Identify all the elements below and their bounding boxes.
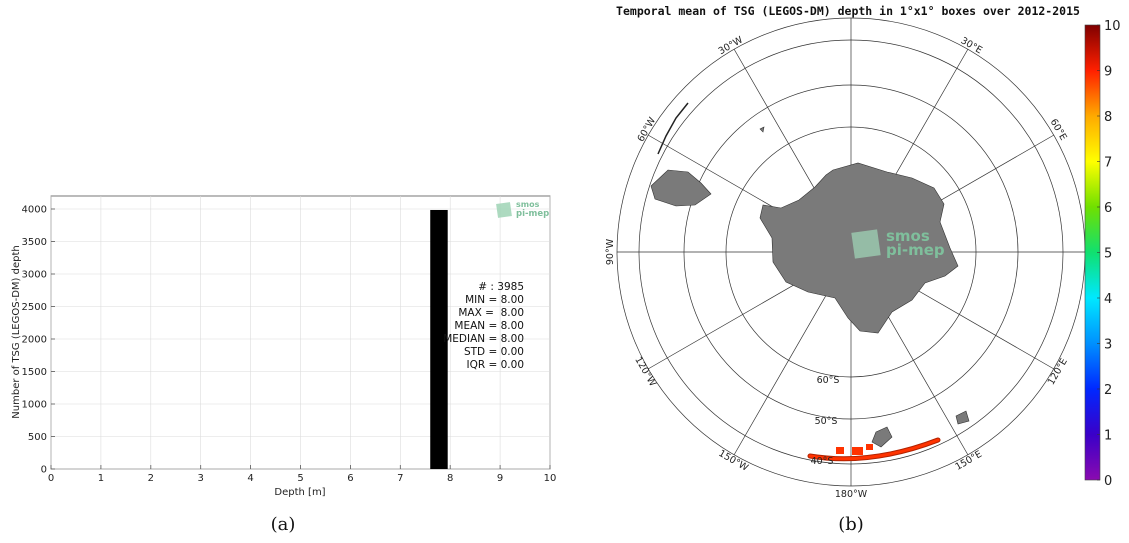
colorbar-tick-label: 2 [1104,383,1112,398]
colorbar-tick-label: 6 [1104,201,1112,216]
colorbar-tick-label: 5 [1104,247,1112,262]
y-tick-label: 500 [28,432,47,443]
stat-std: STD = 0.00 [464,346,524,358]
x-tick-label: 10 [544,473,557,484]
lon-label-120e: 120°E [1046,356,1070,387]
lon-label-30e: 30°E [959,35,984,56]
y-tick-label: 0 [41,465,47,476]
map-title: Temporal mean of TSG (LEGOS-DM) depth in… [616,4,1080,18]
x-tick-label: 4 [247,473,253,484]
lat-label-60s: 60°S [817,375,840,386]
histogram-y-axis-label: Number of TSG (LEGOS-DM) depth [11,245,22,418]
caption-a: (a) [271,514,296,535]
x-tick-label: 5 [297,473,303,484]
x-tick-label: 1 [98,473,104,484]
histogram-ticks: 0 1 2 3 4 5 6 7 8 9 10 0 500 1000 1500 2000 2500 3000 3500… [22,205,557,485]
histogram-stats-box: # : 3985 MIN = 8.00 MAX = 8.00 MEAN = 8.… [443,281,524,371]
stat-iqr: IQR = 0.00 [466,359,524,371]
smos-logo-small: smos pi-mep [496,200,549,219]
x-tick-label: 9 [497,473,503,484]
data-track [807,437,941,462]
histogram-x-axis-label: Depth [m] [274,487,325,498]
colorbar-ticks: 0 1 2 3 4 5 6 7 8 9 10 [1097,19,1121,489]
lat-label-40s: 40°S [811,456,834,467]
smos-logo-large: smos pi-mep [851,227,945,259]
latitude-labels: 60°S 50°S 40°S [811,375,840,467]
histogram-grid [50,196,551,470]
polar-map-panel: Temporal mean of TSG (LEGOS-DM) depth in… [605,4,1121,535]
y-tick-label: 3500 [22,237,47,248]
colorbar-tick-label: 9 [1104,65,1112,80]
svg-text:smos: smos [516,200,540,209]
svg-text:pi-mep: pi-mep [516,209,549,219]
lon-label-150e: 150°E [953,449,984,473]
stat-max: MAX = 8.00 [458,307,524,319]
y-tick-label: 2500 [22,302,47,313]
y-tick-label: 3000 [22,270,47,281]
y-tick-label: 4000 [22,205,47,216]
lon-label-30w: 30°W [717,34,746,57]
stat-count: # : 3985 [478,281,524,293]
x-tick-label: 7 [397,473,403,484]
colorbar-tick-label: 7 [1104,156,1112,171]
x-tick-label: 0 [48,473,54,484]
lon-label-120w: 120°W [632,355,658,389]
colorbar-tick-label: 3 [1104,338,1112,353]
x-tick-label: 8 [447,473,453,484]
x-tick-label: 2 [148,473,154,484]
colorbar-tick-label: 1 [1104,429,1112,444]
stat-mean: MEAN = 8.00 [454,320,524,332]
colorbar-tick-label: 0 [1104,474,1112,489]
lon-label-150w: 150°W [717,448,751,474]
histogram-bars [430,209,448,469]
y-tick-label: 1500 [22,367,47,378]
colorbar-tick-label: 8 [1104,110,1112,125]
y-tick-label: 1000 [22,400,47,411]
stat-median: MEDIAN = 8.00 [443,333,524,345]
coastline-segment [657,102,689,155]
x-tick-label: 6 [347,473,353,484]
colorbar-tick-label: 10 [1104,19,1121,34]
svg-text:pi-mep: pi-mep [886,241,945,259]
y-tick-label: 2000 [22,335,47,346]
stat-min: MIN = 8.00 [465,294,524,306]
svg-text:smos: smos [886,227,930,245]
caption-b: (b) [838,514,864,535]
histogram-bar [430,209,448,469]
lon-label-60w: 60°W [636,115,659,144]
colorbar-tick-label: 4 [1104,292,1112,307]
lon-label-90w: 90°W [605,238,616,265]
lat-label-50s: 50°S [815,416,838,427]
histogram-panel: 0 1 2 3 4 5 6 7 8 9 10 0 500 1000 1500 2000 2500 3000 3500… [11,195,557,535]
lon-label-180w: 180°W [835,489,868,500]
x-tick-label: 3 [198,473,204,484]
